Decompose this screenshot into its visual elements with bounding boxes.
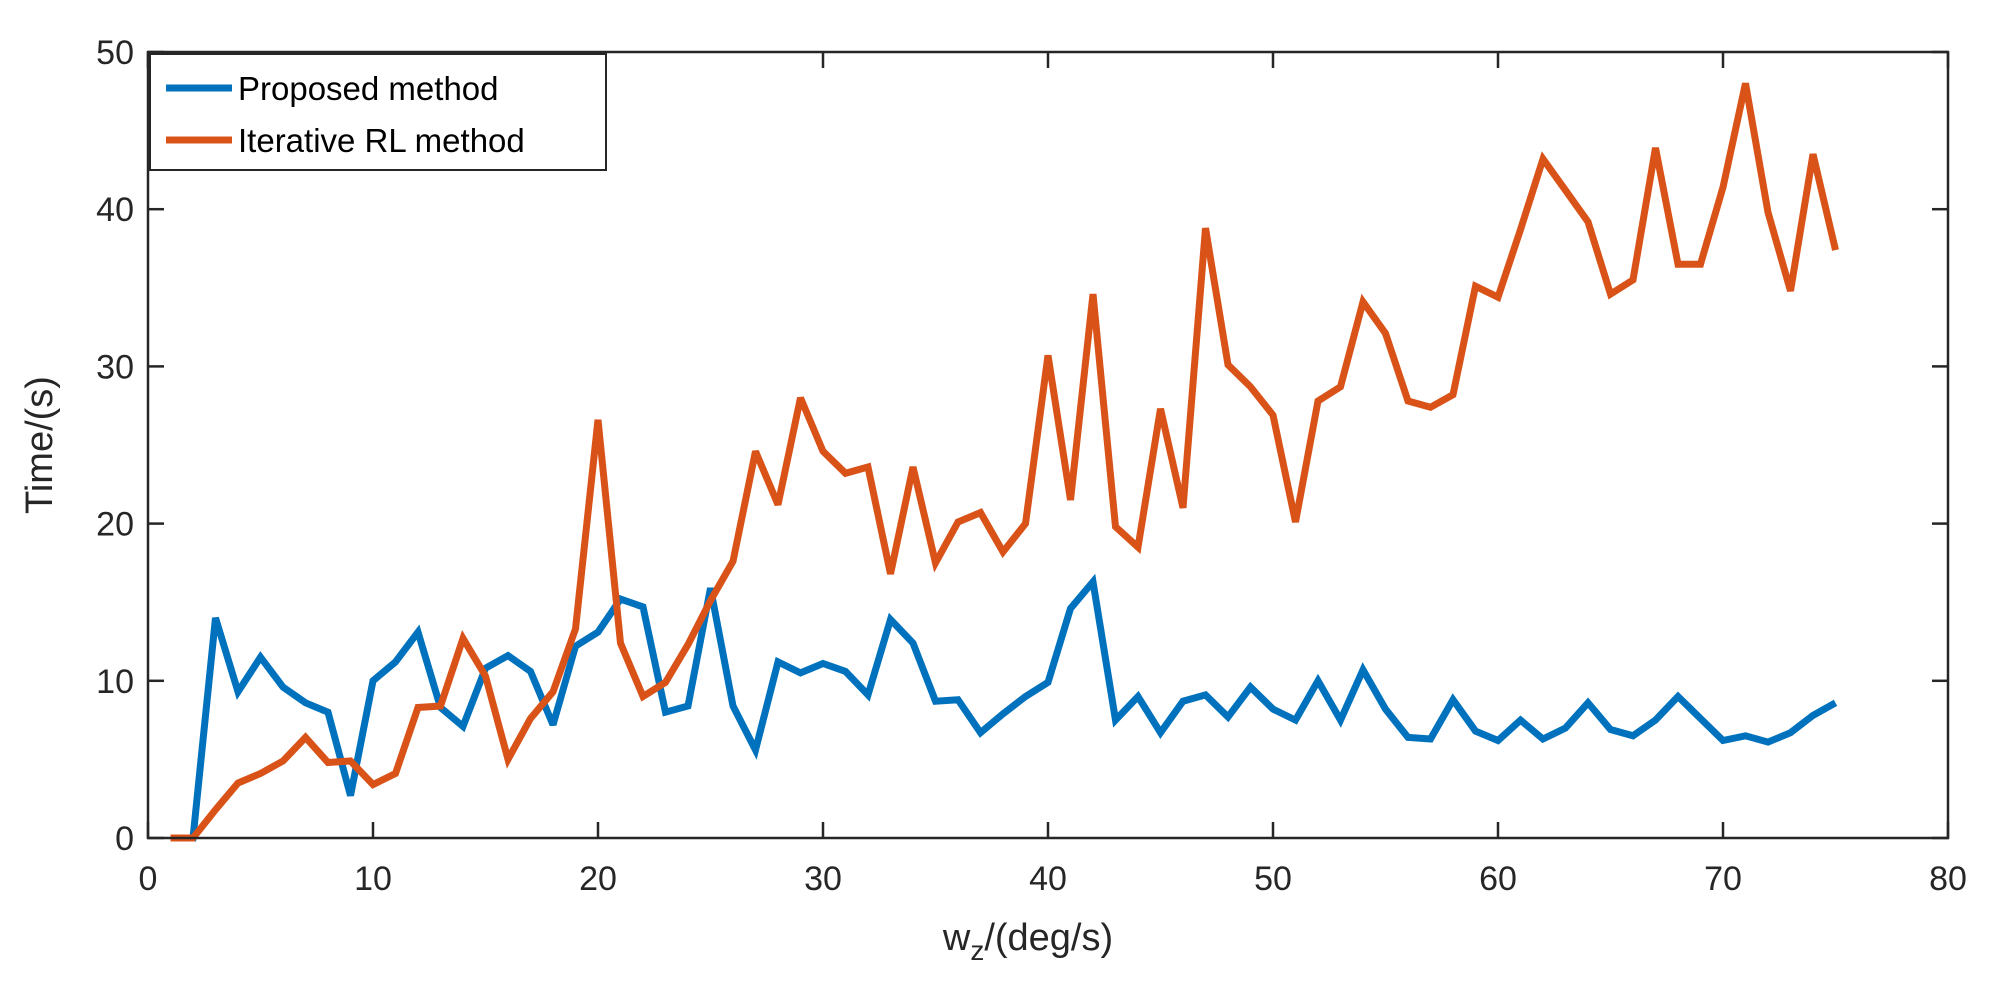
x-tick-label: 50 bbox=[1254, 860, 1292, 898]
legend-box bbox=[149, 53, 607, 171]
y-tick-label: 0 bbox=[115, 820, 134, 858]
x-tick-label: 70 bbox=[1704, 860, 1742, 898]
series-line-iterative-rl bbox=[170, 82, 1839, 842]
x-tick-label: 30 bbox=[804, 860, 842, 898]
y-tick-label: 10 bbox=[96, 663, 134, 701]
legend-label-iterative-rl: Iterative RL method bbox=[238, 122, 525, 159]
y-axis-label: Time/(s) bbox=[19, 376, 61, 514]
x-tick-label: 0 bbox=[139, 860, 158, 898]
y-tick-label: 50 bbox=[96, 34, 134, 72]
x-tick-label: 10 bbox=[354, 860, 392, 898]
x-tick-label: 60 bbox=[1479, 860, 1517, 898]
x-axis-label-rest: /(deg/s) bbox=[984, 917, 1113, 959]
x-tick-label: 40 bbox=[1029, 860, 1067, 898]
ticks-layer: 0 10 20 30 40 50 60 70 80 0 10 20 30 40 50 bbox=[96, 34, 1967, 898]
series-line-proposed bbox=[170, 573, 1838, 842]
y-tick-label: 40 bbox=[96, 191, 134, 229]
x-axis-label-main: w bbox=[942, 917, 971, 959]
legend: Proposed method Iterative RL method bbox=[149, 53, 607, 171]
x-axis-label: wz/(deg/s) bbox=[942, 917, 1113, 966]
y-tick-label: 30 bbox=[96, 348, 134, 386]
y-tick-label: 20 bbox=[96, 506, 134, 544]
x-tick-label: 80 bbox=[1929, 860, 1967, 898]
x-tick-label: 20 bbox=[579, 860, 617, 898]
legend-label-proposed: Proposed method bbox=[238, 70, 499, 107]
x-axis-label-subscript: z bbox=[970, 935, 984, 966]
series-layer bbox=[170, 82, 1839, 842]
